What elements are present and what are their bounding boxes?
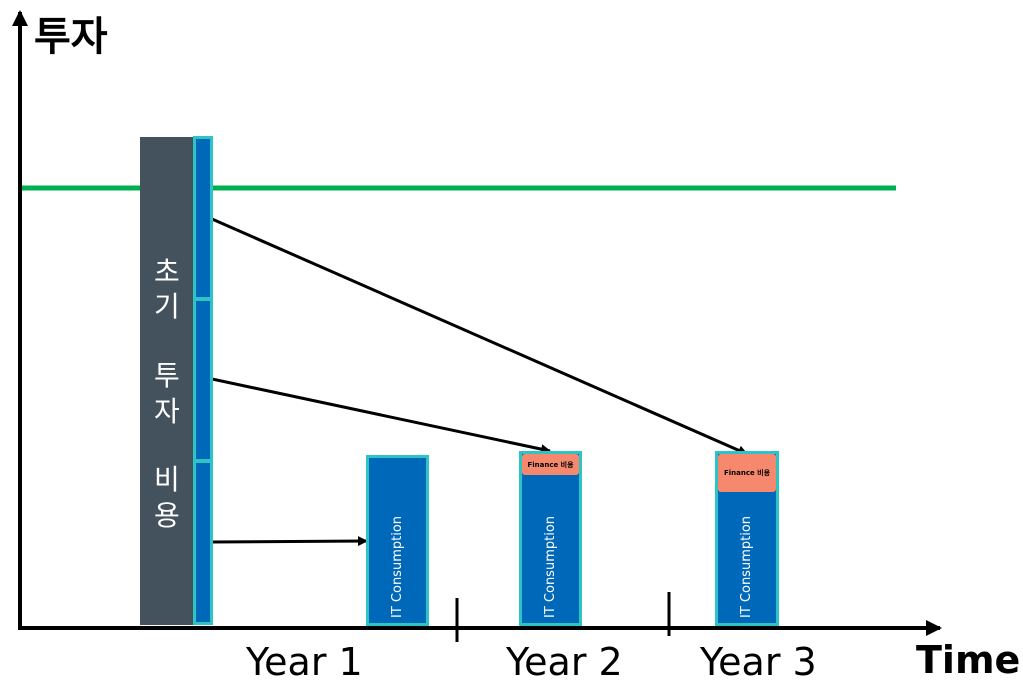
investment-label-char: 투 bbox=[154, 359, 180, 392]
arrow-to-year2 bbox=[211, 377, 551, 455]
finance-cost-box: Finance 비용 bbox=[522, 454, 579, 475]
investment-segment bbox=[193, 298, 213, 462]
x-axis-title: Time bbox=[916, 638, 1021, 682]
it-consumption-bar-year1 bbox=[366, 455, 429, 626]
y-axis-title: 투자 bbox=[34, 14, 108, 60]
investment-segment bbox=[193, 460, 213, 625]
investment-label-char: 비 bbox=[154, 463, 180, 496]
it-consumption-label: IT Consumption bbox=[739, 515, 754, 618]
investment-label-char: 초 bbox=[154, 255, 180, 288]
finance-cost-box: Finance 비용 bbox=[718, 454, 776, 492]
arrow-to-year3 bbox=[211, 217, 748, 456]
initial-investment-bar bbox=[140, 137, 194, 625]
year-label: Year 3 bbox=[700, 640, 817, 684]
year-label: Year 2 bbox=[506, 640, 623, 684]
year-label: Year 1 bbox=[246, 640, 363, 684]
investment-label-char: 용 bbox=[154, 499, 180, 532]
it-consumption-label: IT Consumption bbox=[543, 515, 558, 618]
it-consumption-label: IT Consumption bbox=[390, 515, 405, 618]
arrow-to-year1 bbox=[211, 536, 368, 547]
investment-label-char: 기 bbox=[154, 290, 180, 323]
investment-label-char: 자 bbox=[154, 395, 180, 428]
investment-segment bbox=[193, 136, 213, 300]
it-consumption-bar-year2 bbox=[519, 451, 582, 626]
